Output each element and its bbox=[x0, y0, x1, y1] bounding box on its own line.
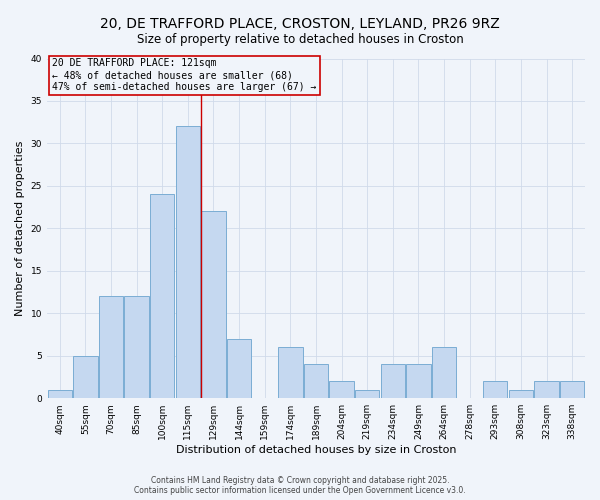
Y-axis label: Number of detached properties: Number of detached properties bbox=[15, 140, 25, 316]
Bar bbox=[406, 364, 431, 398]
Bar bbox=[560, 381, 584, 398]
Bar bbox=[278, 348, 302, 398]
Bar bbox=[432, 348, 456, 398]
Bar bbox=[124, 296, 149, 398]
Bar bbox=[227, 339, 251, 398]
Bar bbox=[535, 381, 559, 398]
Bar bbox=[99, 296, 123, 398]
Text: Size of property relative to detached houses in Croston: Size of property relative to detached ho… bbox=[137, 32, 463, 46]
Bar bbox=[380, 364, 405, 398]
Bar bbox=[509, 390, 533, 398]
Bar bbox=[329, 381, 354, 398]
Bar bbox=[483, 381, 508, 398]
Text: 20, DE TRAFFORD PLACE, CROSTON, LEYLAND, PR26 9RZ: 20, DE TRAFFORD PLACE, CROSTON, LEYLAND,… bbox=[100, 18, 500, 32]
X-axis label: Distribution of detached houses by size in Croston: Distribution of detached houses by size … bbox=[176, 445, 456, 455]
Text: 20 DE TRAFFORD PLACE: 121sqm
← 48% of detached houses are smaller (68)
47% of se: 20 DE TRAFFORD PLACE: 121sqm ← 48% of de… bbox=[52, 58, 317, 92]
Bar bbox=[201, 212, 226, 398]
Bar bbox=[150, 194, 175, 398]
Bar bbox=[47, 390, 72, 398]
Bar bbox=[304, 364, 328, 398]
Text: Contains HM Land Registry data © Crown copyright and database right 2025.
Contai: Contains HM Land Registry data © Crown c… bbox=[134, 476, 466, 495]
Bar bbox=[73, 356, 98, 398]
Bar bbox=[176, 126, 200, 398]
Bar bbox=[355, 390, 379, 398]
